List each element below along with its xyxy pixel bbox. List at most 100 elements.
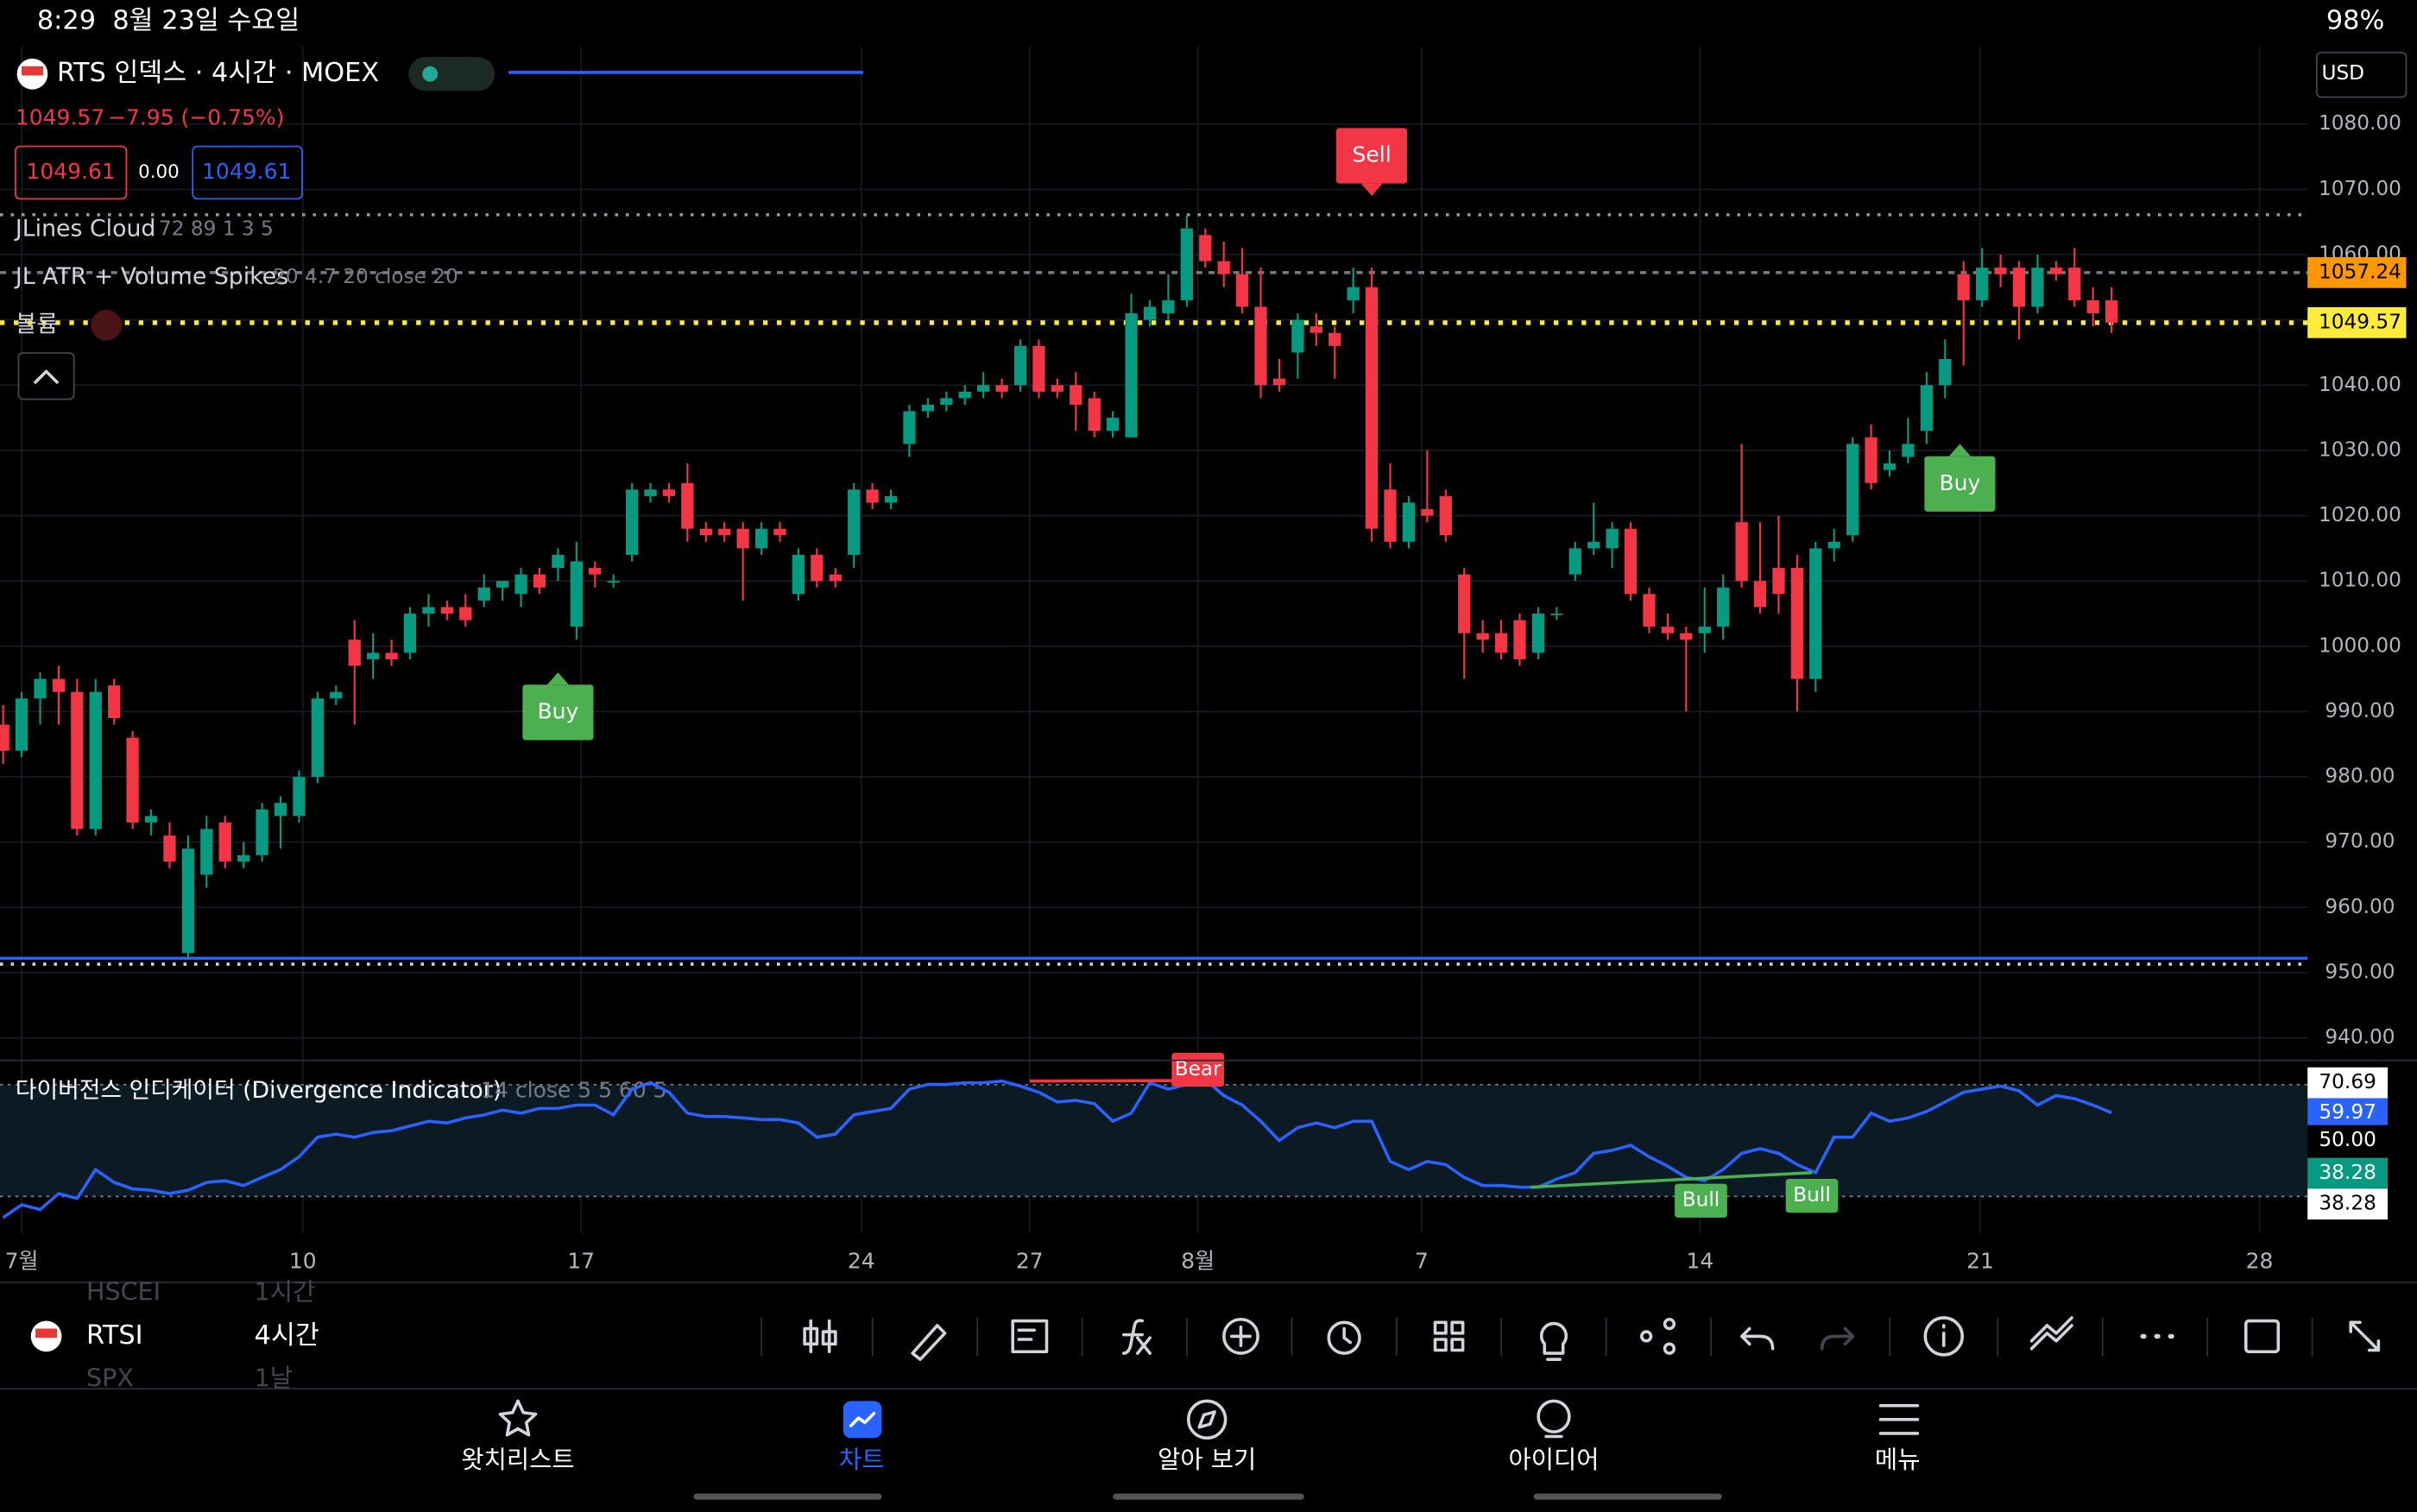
- currency-button[interactable]: [2316, 51, 2408, 98]
- next-symbol[interactable]: SPX: [86, 1363, 134, 1392]
- toolbar-dividers: [760, 1317, 2313, 1357]
- ask-box[interactable]: [192, 145, 303, 200]
- alert-button[interactable]: [1327, 1320, 1361, 1355]
- candle-body: [1070, 385, 1082, 405]
- candle-body: [1531, 614, 1545, 653]
- last-price: 1049.57: [16, 105, 104, 130]
- fullscreen-button[interactable]: [2349, 1320, 2381, 1352]
- nav-label[interactable]: 알아 보기: [1158, 1445, 1256, 1474]
- candle-body: [1032, 345, 1045, 392]
- candle-body: [2086, 299, 2099, 314]
- add-button[interactable]: [1222, 1317, 1259, 1355]
- candle-body: [552, 554, 565, 569]
- nav-label[interactable]: 왓치리스트: [461, 1445, 574, 1474]
- indicator-name[interactable]: JL ATR + Volume Spikes: [14, 263, 288, 290]
- indicator-name[interactable]: 볼륨: [16, 311, 58, 337]
- candle-body: [52, 678, 66, 692]
- signal-box: [1924, 456, 1996, 512]
- x-tick-label: 7월: [5, 1249, 39, 1274]
- watchlist-icon[interactable]: [498, 1399, 538, 1437]
- divergence-box: [1785, 1178, 1839, 1213]
- nav-label[interactable]: 차트: [839, 1445, 885, 1474]
- y-tick-label: 1000.00: [2319, 633, 2401, 657]
- oscillator-params: 14 close 5 5 60 5: [481, 1077, 666, 1102]
- candle-body: [958, 391, 971, 399]
- candle-body: [829, 574, 842, 582]
- y-tick-label: 940.00: [2325, 1025, 2395, 1049]
- indicator-name[interactable]: JLines Cloud: [14, 216, 156, 243]
- candle-body: [403, 614, 417, 653]
- x-tick-label: 28: [2246, 1249, 2274, 1274]
- candle-body: [1920, 385, 1933, 432]
- bid-box[interactable]: [14, 145, 128, 200]
- y-tick-label: 990.00: [2325, 699, 2395, 722]
- undo-button[interactable]: [1740, 1326, 1775, 1351]
- candle-body: [1291, 319, 1304, 353]
- candle-body: [1568, 548, 1581, 575]
- candle-body: [848, 489, 861, 555]
- redo-button[interactable]: [1820, 1326, 1855, 1351]
- candle-type-button[interactable]: [803, 1319, 837, 1354]
- signal-label: Sell: [1353, 142, 1392, 167]
- status-date: 8월 23일 수요일: [112, 6, 300, 36]
- collapse-button[interactable]: [17, 352, 75, 400]
- candle-body: [1309, 326, 1322, 333]
- candle-body: [385, 652, 398, 659]
- status-battery: 98%: [2326, 6, 2384, 36]
- window-button[interactable]: [2244, 1319, 2281, 1354]
- template-button[interactable]: [1011, 1319, 1049, 1354]
- divergence-label: Bull: [1793, 1183, 1831, 1206]
- candle-body: [2012, 268, 2026, 307]
- band: [0, 1084, 2308, 1197]
- candle-body: [1051, 385, 1064, 392]
- ideas-button[interactable]: [1539, 1321, 1568, 1361]
- share-button[interactable]: [1640, 1330, 1653, 1343]
- oscillator-line: [2, 1077, 2112, 1219]
- candle-body: [792, 554, 805, 595]
- signal-pointer: [1948, 444, 1971, 457]
- candle-body: [1088, 398, 1101, 432]
- y-tick-label: 1080.00: [2319, 111, 2401, 135]
- draw-button[interactable]: [911, 1324, 947, 1361]
- candle-body: [1013, 345, 1027, 386]
- candle-body: [1587, 541, 1600, 549]
- candle-body: [311, 698, 325, 778]
- level-tag: [2307, 1157, 2389, 1189]
- symbol-title[interactable]: RTS 인덱스 · 4시간 · MOEX: [57, 58, 379, 88]
- level-tag-label: 70.69: [2319, 1070, 2376, 1093]
- warning-icon[interactable]: [91, 309, 123, 341]
- candle-body: [1494, 633, 1508, 653]
- nav-label[interactable]: 메뉴: [1875, 1445, 1921, 1474]
- compare-button[interactable]: [2029, 1316, 2073, 1351]
- symbol[interactable]: RTSI: [86, 1320, 143, 1351]
- candle-body: [1643, 594, 1656, 627]
- menu-icon[interactable]: [1878, 1403, 1920, 1435]
- x-tick-label: 10: [289, 1249, 317, 1274]
- candle-body: [163, 835, 176, 862]
- candle-body: [367, 652, 380, 659]
- share-node: [1663, 1342, 1676, 1355]
- candle-body: [2031, 268, 2044, 307]
- nav-label[interactable]: 아이디어: [1508, 1445, 1599, 1474]
- indicators-button[interactable]: [1122, 1319, 1152, 1355]
- price-tag: [2307, 307, 2407, 338]
- explore-icon[interactable]: [1187, 1399, 1227, 1440]
- candle-body: [1680, 633, 1693, 640]
- interval[interactable]: 4시간: [255, 1320, 319, 1351]
- oscillator-title: 다이버전스 인디케이터 (Divergence Indicator): [16, 1077, 502, 1104]
- prev-interval[interactable]: 1시간: [255, 1276, 316, 1306]
- x-tick-label: 24: [848, 1249, 875, 1274]
- ideas-icon[interactable]: [1537, 1399, 1571, 1433]
- layout-button[interactable]: [1433, 1320, 1465, 1352]
- prev-symbol[interactable]: HSCEI: [86, 1276, 161, 1306]
- candle-body: [662, 489, 676, 496]
- info-button[interactable]: [1923, 1316, 1964, 1357]
- candle-body: [607, 581, 620, 583]
- y-tick-label: 950.00: [2325, 961, 2395, 984]
- candle-body: [477, 587, 490, 601]
- signal-label: Buy: [537, 699, 578, 724]
- candle-body: [126, 737, 139, 823]
- candle-body: [1513, 620, 1526, 659]
- next-interval[interactable]: 1날: [255, 1363, 293, 1392]
